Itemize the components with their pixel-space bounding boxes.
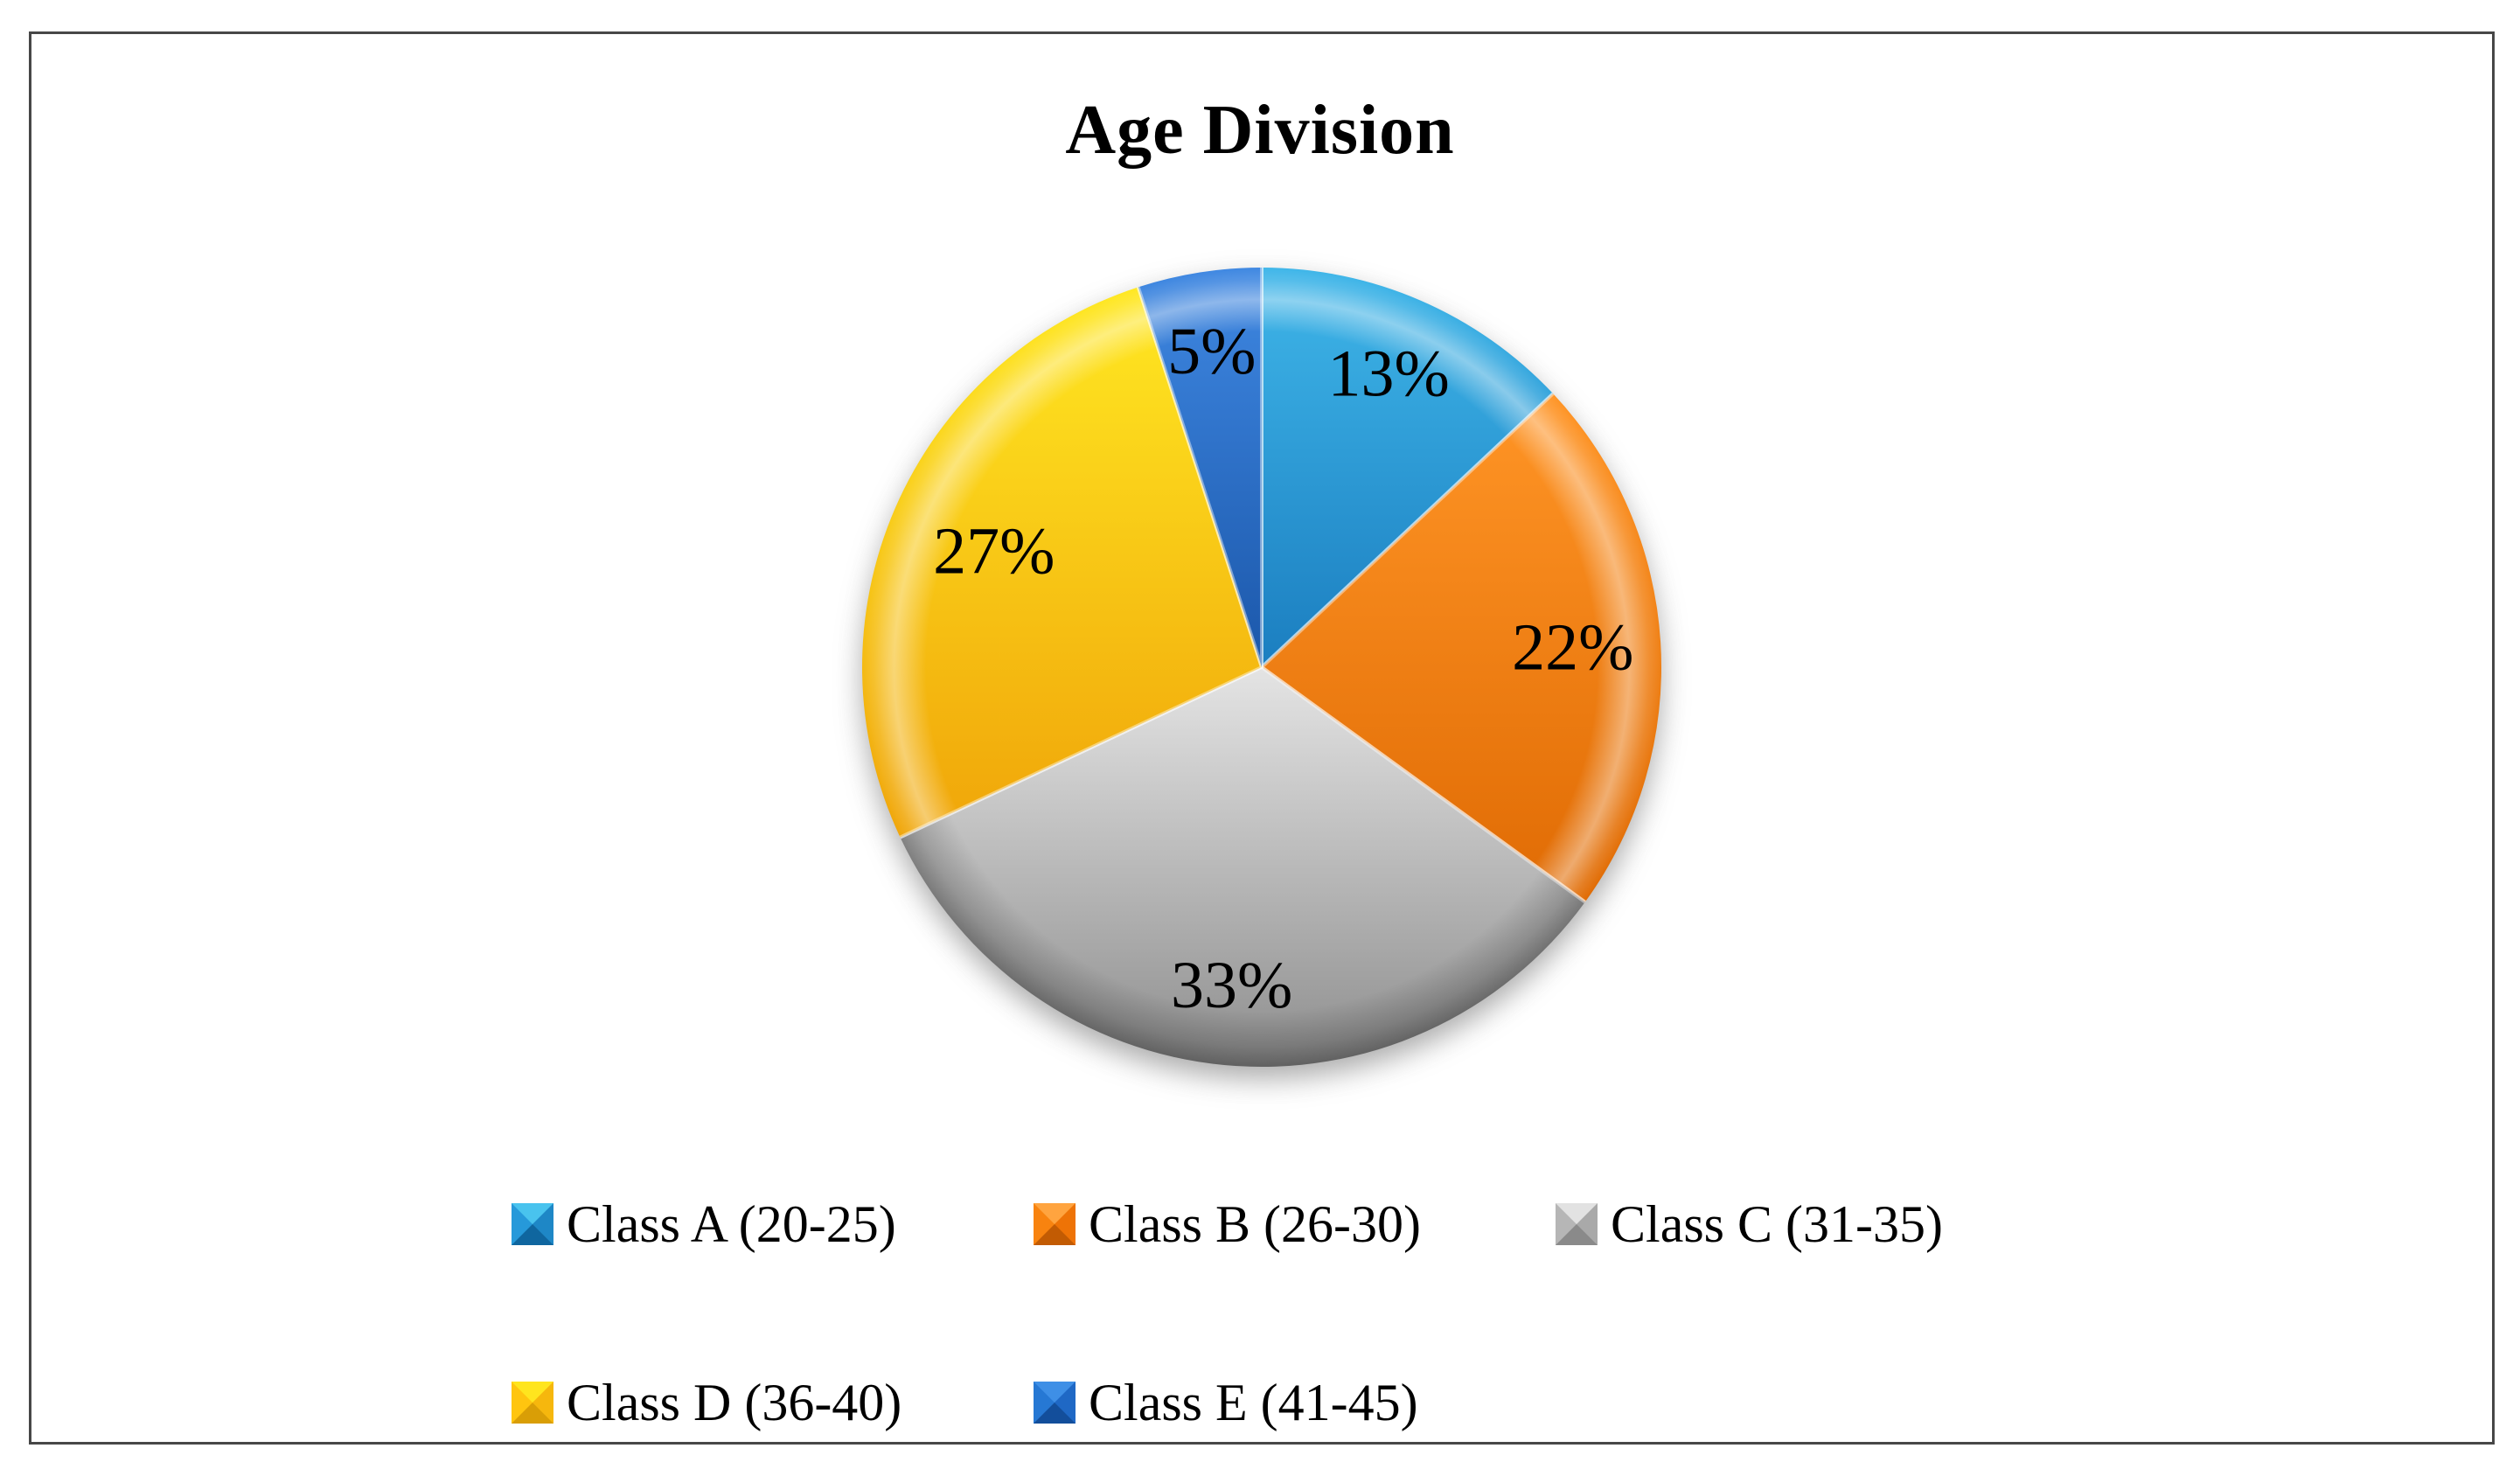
legend-swatch-icon — [1034, 1382, 1076, 1424]
legend-label: Class A (20-25) — [567, 1194, 896, 1253]
legend-label: Class E (41-45) — [1089, 1373, 1418, 1431]
legend-swatch-icon — [1034, 1203, 1076, 1245]
legend-item-class-d-36-40[interactable]: Class D (36-40) — [512, 1359, 1034, 1446]
legend-item-class-c-31-35[interactable]: Class C (31-35) — [1556, 1180, 2078, 1268]
pie-data-label-class-a-20-25: 13% — [1328, 337, 1450, 410]
legend-item-class-e-41-45[interactable]: Class E (41-45) — [1034, 1359, 1556, 1446]
legend-swatch-icon — [512, 1203, 553, 1245]
legend: Class A (20-25) Class B (26-30) Class C (3… — [512, 1180, 2260, 1446]
pie-data-label-class-d-36-40: 27% — [933, 515, 1055, 588]
legend-label: Class B (26-30) — [1089, 1194, 1421, 1253]
legend-swatch-icon — [512, 1382, 553, 1424]
legend-item-class-a-20-25[interactable]: Class A (20-25) — [512, 1180, 1034, 1268]
pie-data-label-class-c-31-35: 33% — [1171, 949, 1292, 1022]
legend-label: Class D (36-40) — [567, 1373, 902, 1431]
pie-data-label-class-b-26-30: 22% — [1512, 611, 1633, 685]
legend-item-class-b-26-30[interactable]: Class B (26-30) — [1034, 1180, 1556, 1268]
chart-title: Age Division — [1065, 92, 1455, 169]
legend-label: Class C (31-35) — [1611, 1194, 1943, 1253]
pie-data-label-class-e-41-45: 5% — [1167, 315, 1256, 388]
legend-swatch-icon — [1556, 1203, 1598, 1245]
pie-data-labels: 13% 22% 33% 27% 5% — [933, 315, 1633, 1022]
